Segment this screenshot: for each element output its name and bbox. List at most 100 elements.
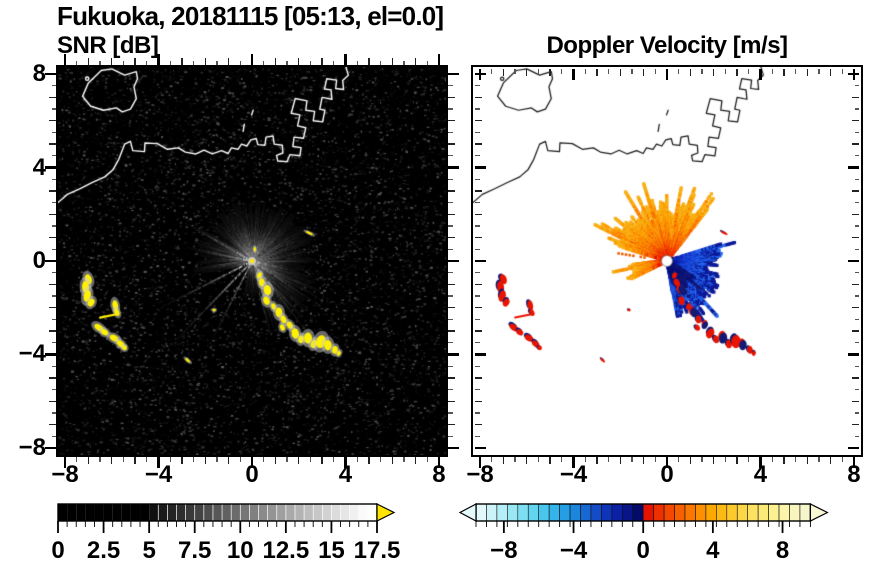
y-tick [475,423,482,426]
colorbar-tick-label: 0 [636,537,650,564]
x-tick [122,60,125,65]
x-tick [263,457,265,462]
y-tick [852,96,859,99]
y-tick [475,295,480,297]
y-tick [448,85,453,87]
x-tick [701,457,703,462]
y-tick [852,120,859,122]
y-tick [448,213,455,215]
colorbar-tick-label: 15 [318,537,345,564]
y-tick [848,72,859,76]
y-tick [475,225,480,227]
x-tick [502,457,505,464]
snr-ppi-canvas [58,67,446,455]
y-tick [475,236,482,239]
x-tick [87,457,90,464]
y-tick [448,342,453,344]
y-tick [852,377,859,379]
x-tick-label: −8 [51,461,79,488]
x-tick [321,58,323,65]
x-tick [748,457,750,462]
x-tick [783,457,785,464]
figure-title: Fukuoka, 20181115 [05:13, el=0.0] [57,1,444,31]
x-tick [829,69,832,76]
x-tick [286,457,288,462]
x-tick [76,457,78,462]
y-tick [448,166,459,169]
y-tick [475,365,480,367]
y-tick [448,108,453,110]
x-tick [759,69,762,80]
x-tick-label: −8 [466,461,494,488]
x-tick [665,69,669,80]
y-tick [51,388,56,391]
x-tick [596,69,598,76]
x-tick-label: 4 [753,461,768,488]
x-tick [368,457,370,464]
y-tick [854,248,859,250]
y-tick [448,72,459,76]
y-tick [49,120,56,122]
x-tick [771,457,773,462]
y-tick [448,435,453,437]
x-tick [157,457,160,468]
y-tick [51,155,56,157]
y-tick [475,96,482,99]
x-tick-label: 8 [432,461,446,488]
y-tick [852,423,859,426]
x-tick [426,457,428,462]
x-tick [227,457,230,464]
x-tick [607,457,610,462]
y-tick [448,178,453,180]
x-tick [216,60,218,65]
x-tick [250,54,254,65]
x-tick [841,69,843,74]
x-tick [134,457,136,464]
y-tick [448,446,459,450]
y-tick [475,435,480,437]
colorbar-tick-label: 7.5 [178,537,212,564]
y-tick [448,365,453,367]
x-tick [491,69,493,74]
x-tick [584,457,586,462]
y-tick [475,412,480,414]
y-tick [448,272,453,274]
y-tick [852,400,859,402]
x-tick [379,457,382,462]
y-tick [448,400,455,402]
colorbar-tick-label: 5 [142,537,156,564]
y-tick [448,236,455,239]
y-tick [448,259,459,263]
y-tick [852,190,859,192]
x-tick [99,457,101,462]
y-tick [448,330,455,332]
x-tick [111,58,113,65]
y-tick [475,248,480,250]
x-tick [526,69,528,76]
y-tick [49,283,56,286]
y-tick [852,307,859,309]
y-tick [45,353,56,356]
x-tick [619,69,621,76]
x-tick [298,457,300,464]
x-tick [713,69,715,76]
y-tick [51,435,56,437]
y-tick [448,307,455,309]
y-tick [475,85,480,87]
x-tick [549,457,551,464]
colorbar-tick-label: 17.5 [353,537,401,564]
x-tick [701,69,703,74]
colorbar-tick-label: −8 [490,537,518,564]
y-tick [475,446,486,450]
y-tick [852,283,859,286]
y-tick [848,446,859,450]
x-tick-label: −4 [559,461,588,488]
y-tick [852,330,859,332]
x-tick [344,54,347,65]
x-tick [549,69,551,76]
x-tick [437,457,441,468]
y-tick [45,72,56,76]
y-tick [854,365,859,367]
x-tick [806,457,808,464]
x-tick [665,457,669,468]
